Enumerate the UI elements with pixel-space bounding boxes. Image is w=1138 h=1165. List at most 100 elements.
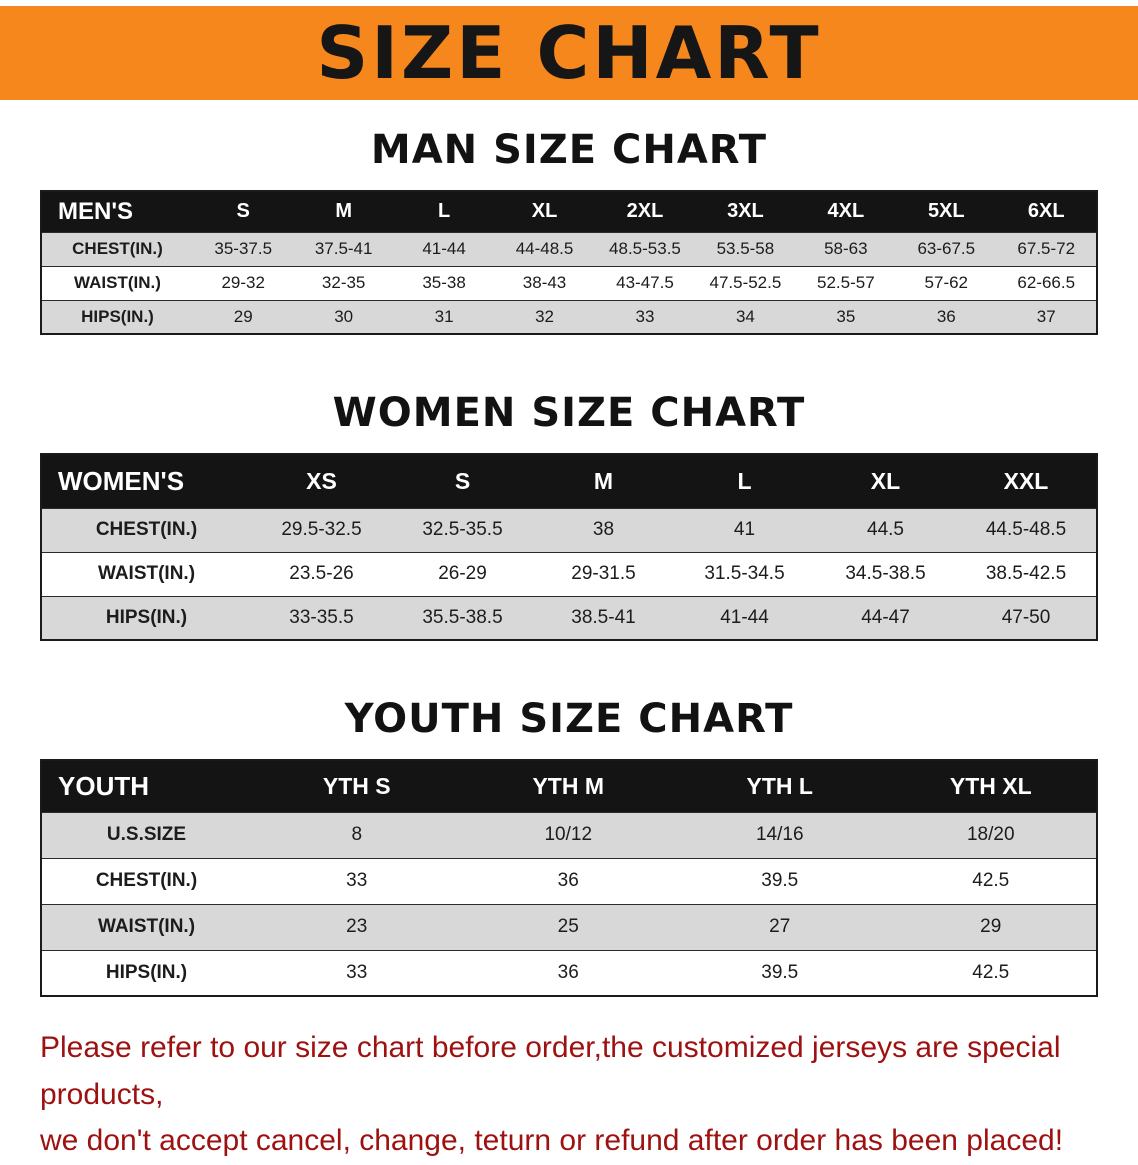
measurement-value-cell: 35: [795, 299, 897, 334]
measurement-value-cell: 57-62: [896, 265, 997, 300]
measurement-value-cell: 42.5: [885, 949, 1097, 996]
size-header-cell: YTH L: [674, 760, 886, 812]
table-row: CHEST(IN.) 29.5-32.5 32.5-35.5 38 41 44.5 44.5…: [41, 507, 1097, 552]
size-header-cell: YTH S: [251, 760, 463, 812]
table-row: WAIST(IN.) 29-32 32-35 35-38 38-43 43-47.5 47.…: [41, 265, 1097, 300]
measurement-value-cell: 62-66.5: [996, 265, 1097, 300]
measurement-value-cell: 29-32: [193, 265, 294, 300]
measurement-label-cell: WAIST(IN.): [41, 903, 251, 950]
measurement-value-cell: 33: [251, 857, 463, 904]
measurement-value-cell: 8: [251, 811, 463, 858]
men-size-table: MEN'S S M L XL 2XL 3XL 4XL 5XL 6XL CHEST(IN.) 35-37…: [40, 190, 1098, 335]
measurement-value-cell: 32: [494, 299, 595, 334]
size-header-cell: YTH XL: [885, 760, 1097, 812]
size-header-cell: M: [293, 191, 394, 232]
measurement-value-cell: 39.5: [674, 949, 886, 996]
table-row: HIPS(IN.) 33 36 39.5 42.5: [41, 949, 1097, 996]
measurement-value-cell: 34.5-38.5: [815, 551, 956, 596]
measurement-value-cell: 37.5-41: [293, 231, 394, 266]
table-title-cell: MEN'S: [41, 191, 193, 232]
size-header-cell: XL: [815, 454, 956, 508]
women-size-table: WOMEN'S XS S M L XL XXL CHEST(IN.) 29.5-32.5 32.5…: [40, 453, 1098, 641]
measurement-value-cell: 33: [251, 949, 463, 996]
measurement-value-cell: 14/16: [674, 811, 886, 858]
measurement-value-cell: 25: [462, 903, 674, 950]
disclaimer-line-1: Please refer to our size chart before or…: [40, 1031, 1061, 1111]
measurement-value-cell: 38-43: [494, 265, 595, 300]
size-header-cell: S: [392, 454, 533, 508]
measurement-value-cell: 27: [674, 903, 886, 950]
measurement-value-cell: 67.5-72: [996, 231, 1097, 266]
size-header-cell: 4XL: [795, 191, 897, 232]
measurement-value-cell: 32.5-35.5: [392, 507, 533, 552]
table-row: WAIST(IN.) 23.5-26 26-29 29-31.5 31.5-34.5 34…: [41, 551, 1097, 596]
measurement-value-cell: 33: [594, 299, 696, 334]
measurement-value-cell: 36: [462, 949, 674, 996]
measurement-label-cell: HIPS(IN.): [41, 949, 251, 996]
measurement-value-cell: 38.5-42.5: [956, 551, 1097, 596]
measurement-value-cell: 35-38: [393, 265, 495, 300]
banner: SIZE CHART: [0, 6, 1138, 100]
youth-section-heading: YOUTH SIZE CHART: [344, 696, 794, 742]
table-row: U.S.SIZE 8 10/12 14/16 18/20: [41, 811, 1097, 858]
measurement-label-cell: WAIST(IN.): [41, 265, 193, 300]
measurement-value-cell: 38: [533, 507, 674, 552]
measurement-value-cell: 36: [462, 857, 674, 904]
disclaimer: Please refer to our size chart before or…: [40, 1025, 1094, 1165]
measurement-label-cell: WAIST(IN.): [41, 551, 251, 596]
measurement-value-cell: 41-44: [393, 231, 495, 266]
measurement-value-cell: 39.5: [674, 857, 886, 904]
measurement-value-cell: 58-63: [795, 231, 897, 266]
measurement-value-cell: 29: [193, 299, 294, 334]
size-header-cell: XXL: [956, 454, 1097, 508]
table-row: HIPS(IN.) 29 30 31 32 33 34 35 36 37: [41, 299, 1097, 334]
table-header-row: WOMEN'S XS S M L XL XXL: [41, 454, 1097, 508]
table-row: HIPS(IN.) 33-35.5 35.5-38.5 38.5-41 41-44 44-…: [41, 595, 1097, 640]
measurement-value-cell: 63-67.5: [896, 231, 997, 266]
measurement-value-cell: 30: [293, 299, 394, 334]
measurement-label-cell: CHEST(IN.): [41, 231, 193, 266]
measurement-value-cell: 37: [996, 299, 1097, 334]
page-title: SIZE CHART: [316, 11, 822, 95]
table-row: CHEST(IN.) 33 36 39.5 42.5: [41, 857, 1097, 904]
youth-size-table: YOUTH YTH S YTH M YTH L YTH XL U.S.SIZE 8 10/12…: [40, 759, 1098, 997]
measurement-value-cell: 33-35.5: [251, 595, 392, 640]
measurement-value-cell: 10/12: [462, 811, 674, 858]
measurement-value-cell: 31.5-34.5: [674, 551, 815, 596]
measurement-value-cell: 44.5: [815, 507, 956, 552]
table-title-cell: WOMEN'S: [41, 454, 251, 508]
measurement-label-cell: U.S.SIZE: [41, 811, 251, 858]
size-header-cell: 3XL: [695, 191, 796, 232]
measurement-value-cell: 41-44: [674, 595, 815, 640]
measurement-label-cell: CHEST(IN.): [41, 507, 251, 552]
measurement-value-cell: 44.5-48.5: [956, 507, 1097, 552]
measurement-value-cell: 47-50: [956, 595, 1097, 640]
measurement-value-cell: 44-47: [815, 595, 956, 640]
size-header-cell: XS: [251, 454, 392, 508]
disclaimer-line-2: we don't accept cancel, change, teturn o…: [40, 1124, 1064, 1157]
measurement-value-cell: 36: [896, 299, 997, 334]
section-women: WOMEN SIZE CHART WOMEN'S XS S M L XL XXL CHEST(…: [0, 391, 1138, 641]
measurement-label-cell: HIPS(IN.): [41, 595, 251, 640]
measurement-value-cell: 29: [885, 903, 1097, 950]
measurement-value-cell: 41: [674, 507, 815, 552]
measurement-value-cell: 29-31.5: [533, 551, 674, 596]
size-header-cell: YTH M: [462, 760, 674, 812]
measurement-value-cell: 26-29: [392, 551, 533, 596]
measurement-label-cell: HIPS(IN.): [41, 299, 193, 334]
size-header-cell: L: [393, 191, 495, 232]
section-men: MAN SIZE CHART MEN'S S M L XL 2XL 3XL 4XL 5XL 6XL…: [0, 128, 1138, 335]
measurement-value-cell: 52.5-57: [795, 265, 897, 300]
section-youth: YOUTH SIZE CHART YOUTH YTH S YTH M YTH L YTH…: [0, 697, 1138, 997]
measurement-value-cell: 35-37.5: [193, 231, 294, 266]
size-header-cell: XL: [494, 191, 595, 232]
measurement-value-cell: 48.5-53.5: [594, 231, 696, 266]
measurement-value-cell: 43-47.5: [594, 265, 696, 300]
measurement-value-cell: 34: [695, 299, 796, 334]
measurement-value-cell: 18/20: [885, 811, 1097, 858]
measurement-value-cell: 47.5-52.5: [695, 265, 796, 300]
table-row: WAIST(IN.) 23 25 27 29: [41, 903, 1097, 950]
table-title-cell: YOUTH: [41, 760, 251, 812]
size-header-cell: 2XL: [594, 191, 696, 232]
